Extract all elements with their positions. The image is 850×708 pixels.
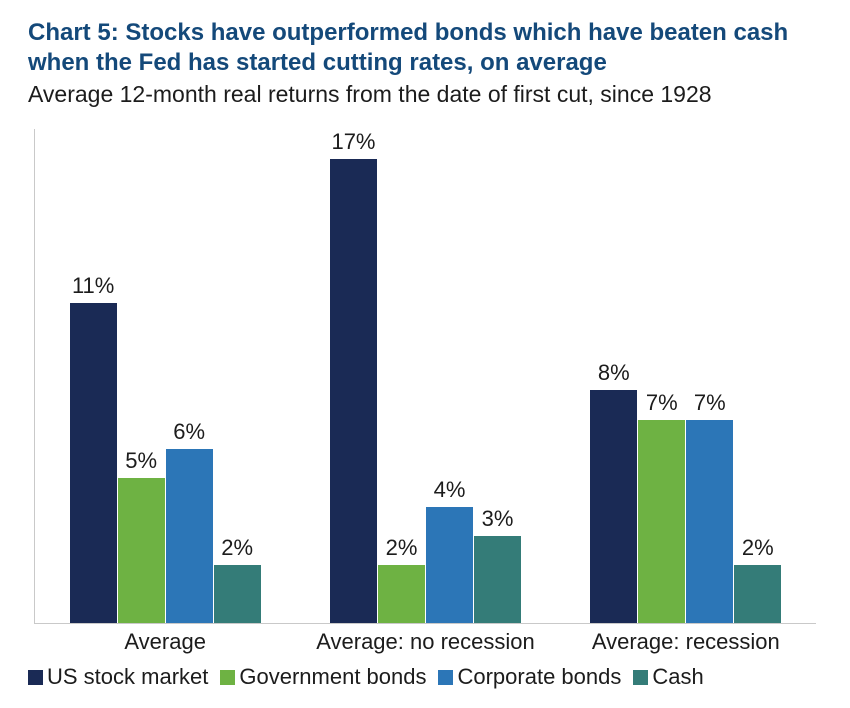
bar-value-label: 17% <box>331 129 375 155</box>
bar-column: 2% <box>378 129 425 623</box>
bar <box>70 303 117 623</box>
bar-group: 8%7%7%2%Average: recession <box>556 129 816 623</box>
legend-swatch <box>28 670 43 685</box>
bar <box>214 565 261 623</box>
bar <box>378 565 425 623</box>
bar-value-label: 8% <box>598 360 630 386</box>
bar-groups: 11%5%6%2%Average17%2%4%3%Average: no rec… <box>35 129 816 623</box>
bar-column: 7% <box>686 129 733 623</box>
bar-column: 3% <box>474 129 521 623</box>
category-label: Average: recession <box>556 623 816 655</box>
category-label: Average: no recession <box>295 623 555 655</box>
legend-item: Cash <box>633 664 703 690</box>
bar-value-label: 2% <box>386 535 418 561</box>
bar <box>474 536 521 623</box>
bars: 11% 5% 6% 2% <box>70 129 261 623</box>
legend-label: Cash <box>652 664 703 690</box>
bar-value-label: 7% <box>694 390 726 416</box>
category-label: Average <box>35 623 295 655</box>
bar <box>734 565 781 623</box>
bar-value-label: 3% <box>482 506 514 532</box>
legend-swatch <box>220 670 235 685</box>
legend: US stock market Government bonds Corporate… <box>28 664 822 690</box>
legend-label: US stock market <box>47 664 208 690</box>
bar-column: 2% <box>214 129 261 623</box>
chart-subtitle: Average 12-month real returns from the d… <box>28 80 822 109</box>
bar <box>330 159 377 623</box>
chart-container: Chart 5: Stocks have outperformed bonds … <box>0 0 850 708</box>
legend-swatch <box>633 670 648 685</box>
legend-item: Corporate bonds <box>438 664 621 690</box>
bar-value-label: 6% <box>173 419 205 445</box>
bar <box>118 478 165 623</box>
bar-value-label: 4% <box>434 477 466 503</box>
bar-column: 8% <box>590 129 637 623</box>
bar <box>686 420 733 624</box>
bar <box>166 449 213 623</box>
bar <box>638 420 685 624</box>
plot: 11% 5% 6% 2% Average 17% 2% 4% 3% Average: no rec… <box>28 121 822 658</box>
bar-column: 4% <box>426 129 473 623</box>
bar-column: 5% <box>118 129 165 623</box>
bar <box>426 507 473 623</box>
legend-item: Government bonds <box>220 664 426 690</box>
legend-label: Corporate bonds <box>457 664 621 690</box>
bar-column: 11% <box>70 129 117 623</box>
bar-group: 17%2%4%3%Average: no recession <box>295 129 555 623</box>
plot-area: 11%5%6%2%Average17%2%4%3%Average: no rec… <box>34 129 816 624</box>
bar <box>590 390 637 623</box>
chart-title: Chart 5: Stocks have outperformed bonds … <box>28 18 822 78</box>
bar-column: 7% <box>638 129 685 623</box>
bar-value-label: 11% <box>72 273 114 299</box>
bar-value-label: 7% <box>646 390 678 416</box>
bar-column: 6% <box>166 129 213 623</box>
bar-column: 17% <box>330 129 377 623</box>
legend-item: US stock market <box>28 664 208 690</box>
bar-group: 11%5%6%2%Average <box>35 129 295 623</box>
bar-value-label: 5% <box>125 448 157 474</box>
bar-column: 2% <box>734 129 781 623</box>
bar-value-label: 2% <box>742 535 774 561</box>
bar-value-label: 2% <box>221 535 253 561</box>
legend-label: Government bonds <box>239 664 426 690</box>
legend-swatch <box>438 670 453 685</box>
bars: 17% 2% 4% 3% <box>330 129 521 623</box>
bars: 8% 7% 7% 2% <box>590 129 781 623</box>
